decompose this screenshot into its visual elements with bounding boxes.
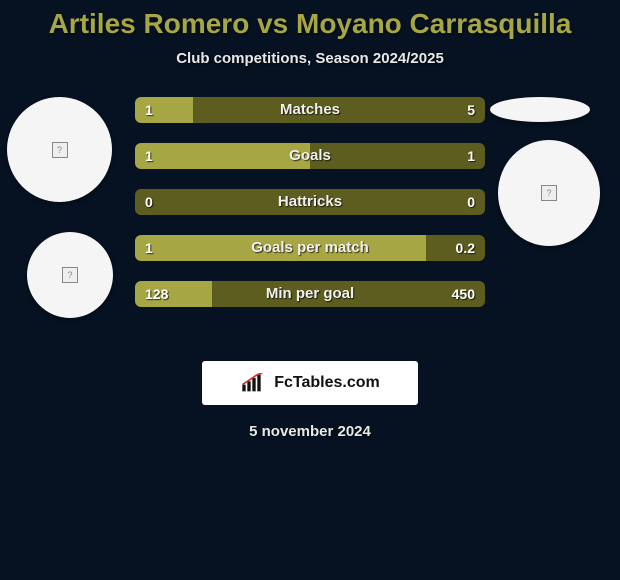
metric-label: Matches	[135, 97, 485, 123]
missing-image-icon: ?	[52, 142, 68, 158]
missing-image-icon: ?	[541, 185, 557, 201]
metric-bar: 1Matches5	[135, 97, 485, 123]
metric-bar: 1Goals per match0.2	[135, 235, 485, 261]
metric-label: Hattricks	[135, 189, 485, 215]
metric-bar: 0Hattricks0	[135, 189, 485, 215]
player1-avatar-large: ?	[7, 97, 112, 202]
page-subtitle: Club competitions, Season 2024/2025	[0, 50, 620, 67]
missing-image-icon: ?	[62, 267, 78, 283]
metric-right-value: 0.2	[456, 235, 475, 261]
page-title: Artiles Romero vs Moyano Carrasquilla	[0, 0, 620, 40]
metric-right-value: 5	[467, 97, 475, 123]
metric-label: Min per goal	[135, 281, 485, 307]
player2-badge-ellipse	[490, 97, 590, 122]
date-text: 5 november 2024	[0, 423, 620, 440]
brand-chart-icon	[240, 373, 268, 393]
metric-right-value: 0	[467, 189, 475, 215]
metric-label: Goals per match	[135, 235, 485, 261]
metric-bars: 1Matches51Goals10Hattricks01Goals per ma…	[135, 97, 485, 327]
metric-bar: 1Goals1	[135, 143, 485, 169]
metric-right-value: 450	[452, 281, 475, 307]
player1-avatar-small: ?	[27, 232, 113, 318]
player2-avatar: ?	[498, 140, 600, 246]
comparison-area: ? ? ? 1Matches51Goals10Hattricks01Goals …	[0, 97, 620, 347]
metric-label: Goals	[135, 143, 485, 169]
metric-bar: 128Min per goal450	[135, 281, 485, 307]
metric-right-value: 1	[467, 143, 475, 169]
brand-text: FcTables.com	[274, 374, 380, 392]
brand-badge: FcTables.com	[202, 361, 418, 405]
